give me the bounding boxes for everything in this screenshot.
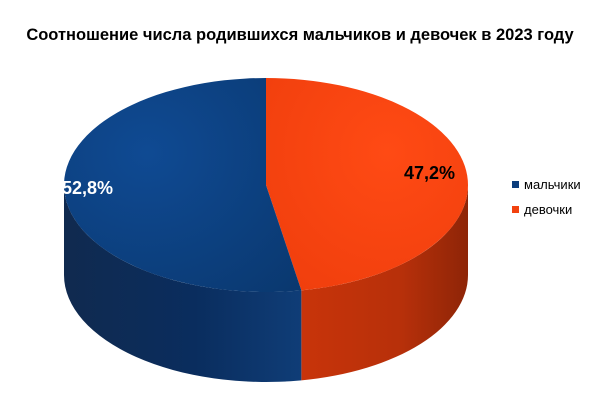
legend-label-girls: девочки — [524, 202, 573, 217]
legend-item-boys: мальчики — [512, 172, 581, 197]
legend-swatch-boys — [512, 181, 519, 188]
data-label-boys: 52,8% — [62, 178, 113, 198]
legend-item-girls: девочки — [512, 197, 581, 222]
pie-slice-girls — [266, 78, 468, 291]
legend: мальчики девочки — [512, 172, 581, 222]
pie-side-girls — [301, 185, 468, 381]
pie-side-boys — [64, 185, 302, 382]
data-label-girls: 47,2% — [404, 163, 455, 183]
legend-swatch-girls — [512, 206, 519, 213]
chart-title: Соотношение числа родившихся мальчиков и… — [26, 26, 574, 44]
legend-label-boys: мальчики — [524, 177, 581, 192]
pie-slice-boys — [63, 78, 302, 292]
